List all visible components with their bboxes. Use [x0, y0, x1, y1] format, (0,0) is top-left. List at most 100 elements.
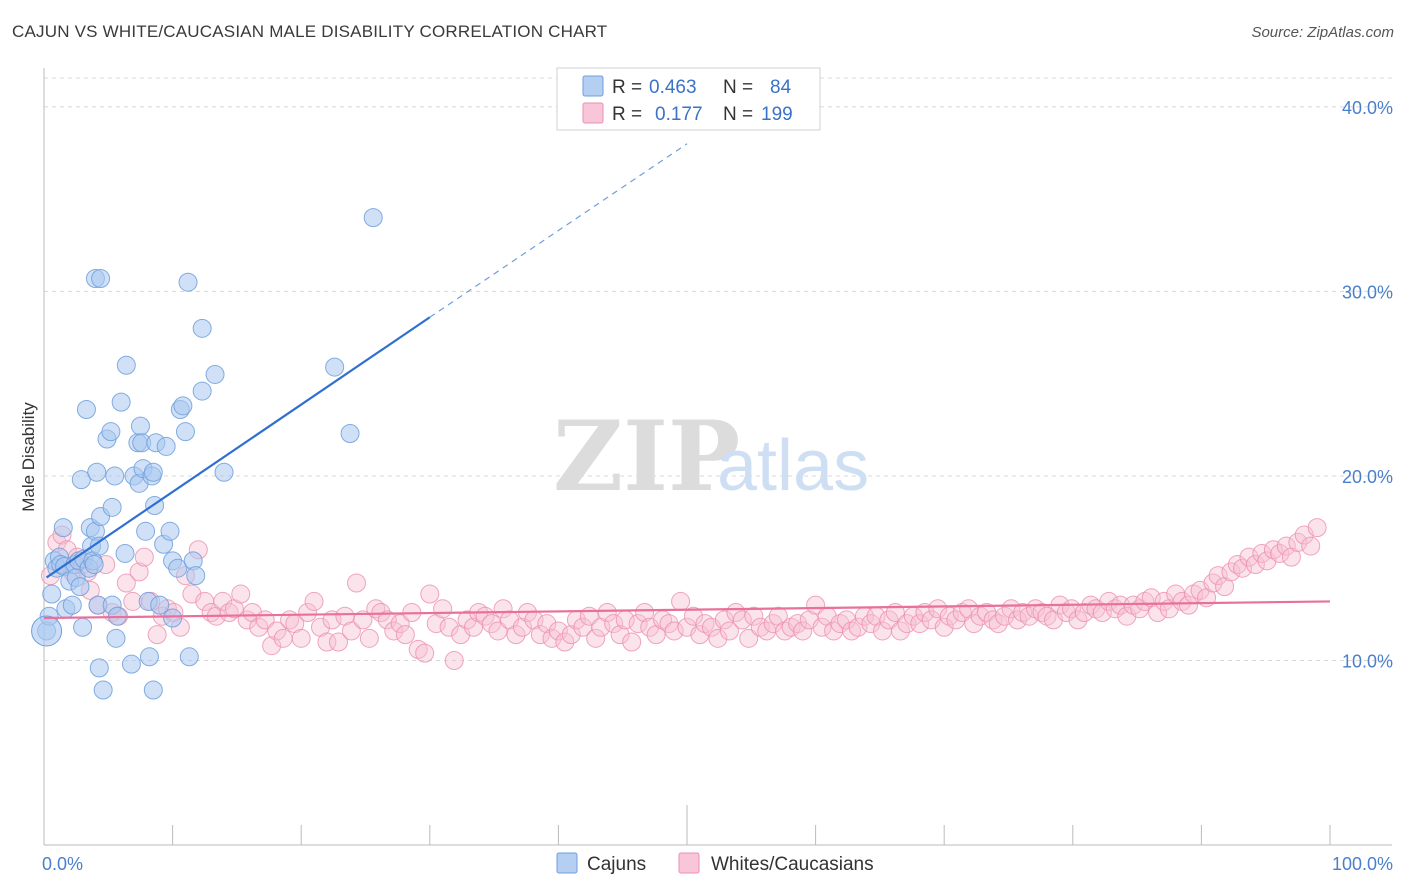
white-point — [273, 628, 293, 648]
white-point — [359, 628, 379, 648]
cajun-point — [160, 521, 180, 541]
cajun-point — [53, 518, 73, 538]
white-point — [1013, 603, 1033, 622]
white-point — [134, 547, 154, 567]
grid-lines — [44, 77, 1392, 661]
white-point — [842, 621, 862, 641]
legend-r-value-cajun: 0.463 — [649, 77, 697, 98]
cajun-point — [115, 543, 135, 563]
cajun-point — [214, 462, 234, 482]
cajun-point — [89, 658, 109, 678]
white-point — [1233, 558, 1253, 578]
white-point — [959, 599, 979, 619]
cajun-point — [150, 595, 170, 615]
white-point — [732, 610, 752, 630]
white-point — [390, 614, 410, 634]
watermark: ZIP atlas — [553, 400, 869, 513]
cajun-point — [139, 647, 159, 667]
cajun-point — [91, 269, 111, 289]
white-point — [1239, 547, 1259, 567]
axes — [43, 68, 1392, 846]
white-point — [420, 584, 440, 604]
cajun-point — [179, 647, 199, 667]
cajun-point — [76, 400, 96, 420]
cajun-point — [192, 318, 212, 338]
white-point — [879, 610, 899, 630]
white-point — [298, 603, 318, 622]
bottom-legend-swatch-cajun — [556, 852, 578, 874]
cajun-point-large — [31, 615, 63, 647]
white-point — [604, 614, 624, 634]
cajun-point — [102, 497, 122, 517]
white-point — [267, 621, 287, 641]
white-point — [988, 614, 1008, 634]
cajun-point — [42, 584, 62, 604]
white-point — [353, 610, 373, 630]
white-point — [970, 606, 990, 626]
cajun-point — [163, 608, 183, 628]
white-point — [304, 591, 324, 611]
white-point — [983, 610, 1003, 630]
white-point — [683, 606, 703, 626]
cajun-point — [186, 566, 206, 586]
cajun-point — [143, 680, 163, 700]
x-tick-label-max: 100.0% — [1332, 854, 1393, 874]
white-point — [695, 614, 715, 634]
white-point — [934, 617, 954, 637]
cajun-point — [116, 355, 136, 375]
white-point — [597, 603, 617, 622]
legend-n-label-white: N = — [723, 104, 753, 125]
white-point — [249, 617, 269, 637]
cajun-point — [205, 364, 225, 384]
white-point — [219, 603, 239, 622]
white-point — [1263, 540, 1283, 560]
watermark-zip: ZIP — [553, 400, 740, 513]
white-point — [444, 650, 464, 670]
white-point — [1037, 606, 1057, 626]
white-point — [806, 595, 826, 615]
legend-n-value-cajun: 84 — [770, 77, 792, 98]
white-point — [488, 621, 508, 641]
cajun-point — [105, 466, 125, 486]
white-point — [1301, 536, 1321, 556]
white-point — [147, 625, 167, 645]
white-point — [1068, 610, 1088, 630]
white-point — [750, 617, 770, 637]
legend-r-label-white: R = — [612, 104, 642, 125]
white-point — [690, 625, 710, 645]
white-point — [708, 628, 728, 648]
cajun-trend-extension — [429, 143, 688, 318]
cajun-series — [31, 208, 383, 700]
white-point — [1135, 591, 1155, 611]
legend-n-value-white: 199 — [761, 104, 793, 125]
cajun-point — [340, 424, 360, 444]
white-point — [719, 621, 739, 641]
white-point — [1276, 536, 1296, 556]
white-point — [1032, 603, 1052, 622]
white-point — [622, 632, 642, 652]
white-point — [610, 625, 630, 645]
white-point — [561, 625, 581, 645]
white-point — [395, 625, 415, 645]
white-point — [1270, 543, 1290, 563]
cajun-point — [106, 628, 126, 648]
white-trend-line — [43, 600, 1331, 620]
cajun-point — [73, 617, 93, 637]
bottom-legend-cajun: Cajuns — [587, 854, 646, 875]
chart-title: CAJUN VS WHITE/CAUCASIAN MALE DISABILITY… — [12, 22, 608, 41]
cajun-point — [175, 422, 195, 442]
white-point — [836, 610, 856, 630]
trend-lines — [43, 143, 1331, 620]
white-point — [1001, 599, 1021, 619]
cajun-point — [62, 595, 82, 615]
cajun-point — [101, 422, 121, 442]
white-point — [744, 606, 764, 626]
white-point — [848, 617, 868, 637]
y-tick-label-2: 30.0% — [1342, 282, 1393, 302]
white-point — [928, 599, 948, 619]
bottom-legend-swatch-white — [678, 852, 700, 874]
white-point — [1245, 555, 1265, 575]
cajun-trend-line — [45, 316, 431, 579]
cajun-point — [111, 392, 131, 412]
white-point — [952, 603, 972, 622]
